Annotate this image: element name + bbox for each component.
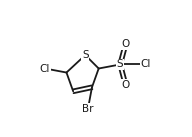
Text: Cl: Cl [40,64,50,73]
Text: Br: Br [82,104,94,114]
Text: O: O [121,39,130,49]
Text: S: S [82,50,89,60]
Text: O: O [121,80,130,90]
Text: S: S [117,59,123,69]
Text: Cl: Cl [141,59,151,69]
